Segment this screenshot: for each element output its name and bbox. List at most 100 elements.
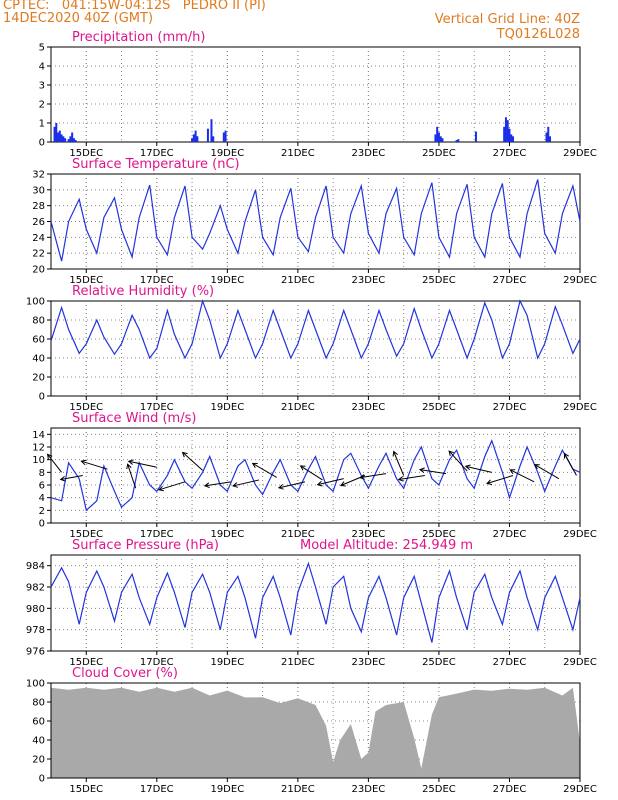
wind-ytick-label: 4 [39, 493, 45, 504]
wind-vector [127, 459, 157, 468]
cloud-xtick-label: 25DEC [422, 784, 456, 795]
precip-bar [206, 128, 209, 142]
wind-vector [509, 469, 535, 483]
precip-bar [67, 139, 70, 142]
precip-bar [210, 119, 213, 142]
wind-ytick-label: 0 [39, 519, 45, 530]
press-xtick-label: 25DEC [422, 657, 456, 668]
wind-vector [232, 479, 260, 488]
press-xtick-label: 27DEC [493, 657, 527, 668]
press-ytick-label: 984 [26, 561, 45, 572]
wind-series-line [50, 439, 581, 512]
precip-bar [441, 138, 444, 142]
wind-vector [80, 459, 108, 470]
precip-bar [455, 140, 458, 142]
rh-xtick-label: 21DEC [281, 402, 315, 413]
press-title: Surface Pressure (hPa) [72, 538, 219, 553]
temp-ytick-label: 20 [32, 265, 45, 276]
wind-vector [392, 450, 405, 476]
precip-bar [55, 123, 58, 142]
precip-xtick-label: 27DEC [493, 148, 527, 159]
rh-xtick-label: 25DEC [422, 402, 456, 413]
rh-xtick-label: 17DEC [140, 402, 174, 413]
temp-ytick-label: 26 [32, 217, 45, 228]
cloud-area [51, 687, 580, 778]
cloud-frame-overlay [50, 682, 581, 779]
press-xtick-label: 21DEC [281, 657, 315, 668]
wind-xtick-label: 17DEC [140, 529, 174, 540]
precip-bar [62, 136, 65, 142]
temp-xtick-label: 21DEC [281, 275, 315, 286]
press-xtick-label: 29DEC [563, 657, 597, 668]
wind-vector [277, 481, 306, 490]
precip-bar [474, 131, 477, 142]
press-xtick-label: 19DEC [210, 657, 244, 668]
rh-frame [50, 300, 581, 397]
precip-ytick-label: 1 [39, 119, 45, 130]
temp-ytick-label: 24 [32, 233, 45, 244]
precip-xtick-label: 19DEC [210, 148, 244, 159]
wind-vector [126, 463, 137, 489]
wind-ytick-label: 14 [32, 430, 45, 441]
temp-xtick-label: 29DEC [563, 275, 597, 286]
press-series-line [50, 561, 581, 643]
wind-ytick-label: 10 [32, 455, 45, 466]
wind-vector [251, 462, 277, 478]
press-xtick-label: 23DEC [352, 657, 386, 668]
wind-xtick-label: 15DEC [69, 529, 103, 540]
wind-vector [203, 481, 231, 488]
wind-xtick-label: 25DEC [422, 529, 456, 540]
cloud-ytick-label: 40 [32, 736, 45, 747]
precip-bar [196, 136, 199, 142]
precip-bar [60, 134, 63, 142]
cloud-xtick-label: 15DEC [69, 784, 103, 795]
precip-xtick-label: 15DEC [69, 148, 103, 159]
precip-bar [57, 132, 60, 142]
press-xtick-label: 15DEC [69, 657, 103, 668]
rh-xtick-label: 29DEC [563, 402, 597, 413]
precip-bar [510, 134, 513, 142]
press-ytick-label: 978 [26, 625, 45, 636]
precip-frame [50, 46, 581, 143]
wind-xtick-label: 23DEC [352, 529, 386, 540]
wind-ytick-label: 8 [39, 468, 45, 479]
rh-ytick-label: 0 [39, 392, 45, 403]
wind-vector [59, 475, 83, 482]
wind-vector [448, 450, 468, 472]
wind-vector [316, 478, 344, 487]
rh-ytick-label: 40 [32, 354, 45, 365]
wind-vector [299, 465, 323, 481]
cloud-xtick-label: 19DEC [210, 784, 244, 795]
wind-vector [358, 473, 387, 480]
precip-ytick-label: 4 [39, 62, 45, 73]
precip-xtick-label: 25DEC [422, 148, 456, 159]
precip-bar [503, 126, 506, 142]
cloud-ytick-label: 80 [32, 698, 45, 709]
temp-xtick-label: 25DEC [422, 275, 456, 286]
temp-series-line [50, 179, 581, 262]
precip-xtick-label: 29DEC [563, 148, 597, 159]
temp-ytick-label: 32 [32, 170, 45, 181]
wind-xtick-label: 29DEC [563, 529, 597, 540]
wind-vector [397, 475, 425, 482]
precip-ytick-label: 0 [39, 138, 45, 149]
temp-xtick-label: 23DEC [352, 275, 386, 286]
precip-xtick-label: 17DEC [140, 148, 174, 159]
temp-xtick-label: 15DEC [69, 275, 103, 286]
rh-ytick-label: 100 [26, 297, 45, 308]
cloud-ytick-label: 60 [32, 717, 45, 728]
wind-vector [564, 452, 577, 476]
wind-ytick-label: 2 [39, 506, 45, 517]
precip-bar [212, 136, 215, 142]
header-model: TQ0126L028 [496, 27, 580, 42]
precip-bar [194, 130, 197, 142]
precip-bar [69, 136, 72, 142]
precip-bar [53, 126, 56, 142]
header-station: CPTEC: 041:15W-04:12S PEDRO II (PI) [3, 0, 266, 13]
wind-ytick-label: 6 [39, 481, 45, 492]
wind-xtick-label: 21DEC [281, 529, 315, 540]
cloud-xtick-label: 23DEC [352, 784, 386, 795]
cloud-xtick-label: 21DEC [281, 784, 315, 795]
temp-xtick-label: 27DEC [493, 275, 527, 286]
